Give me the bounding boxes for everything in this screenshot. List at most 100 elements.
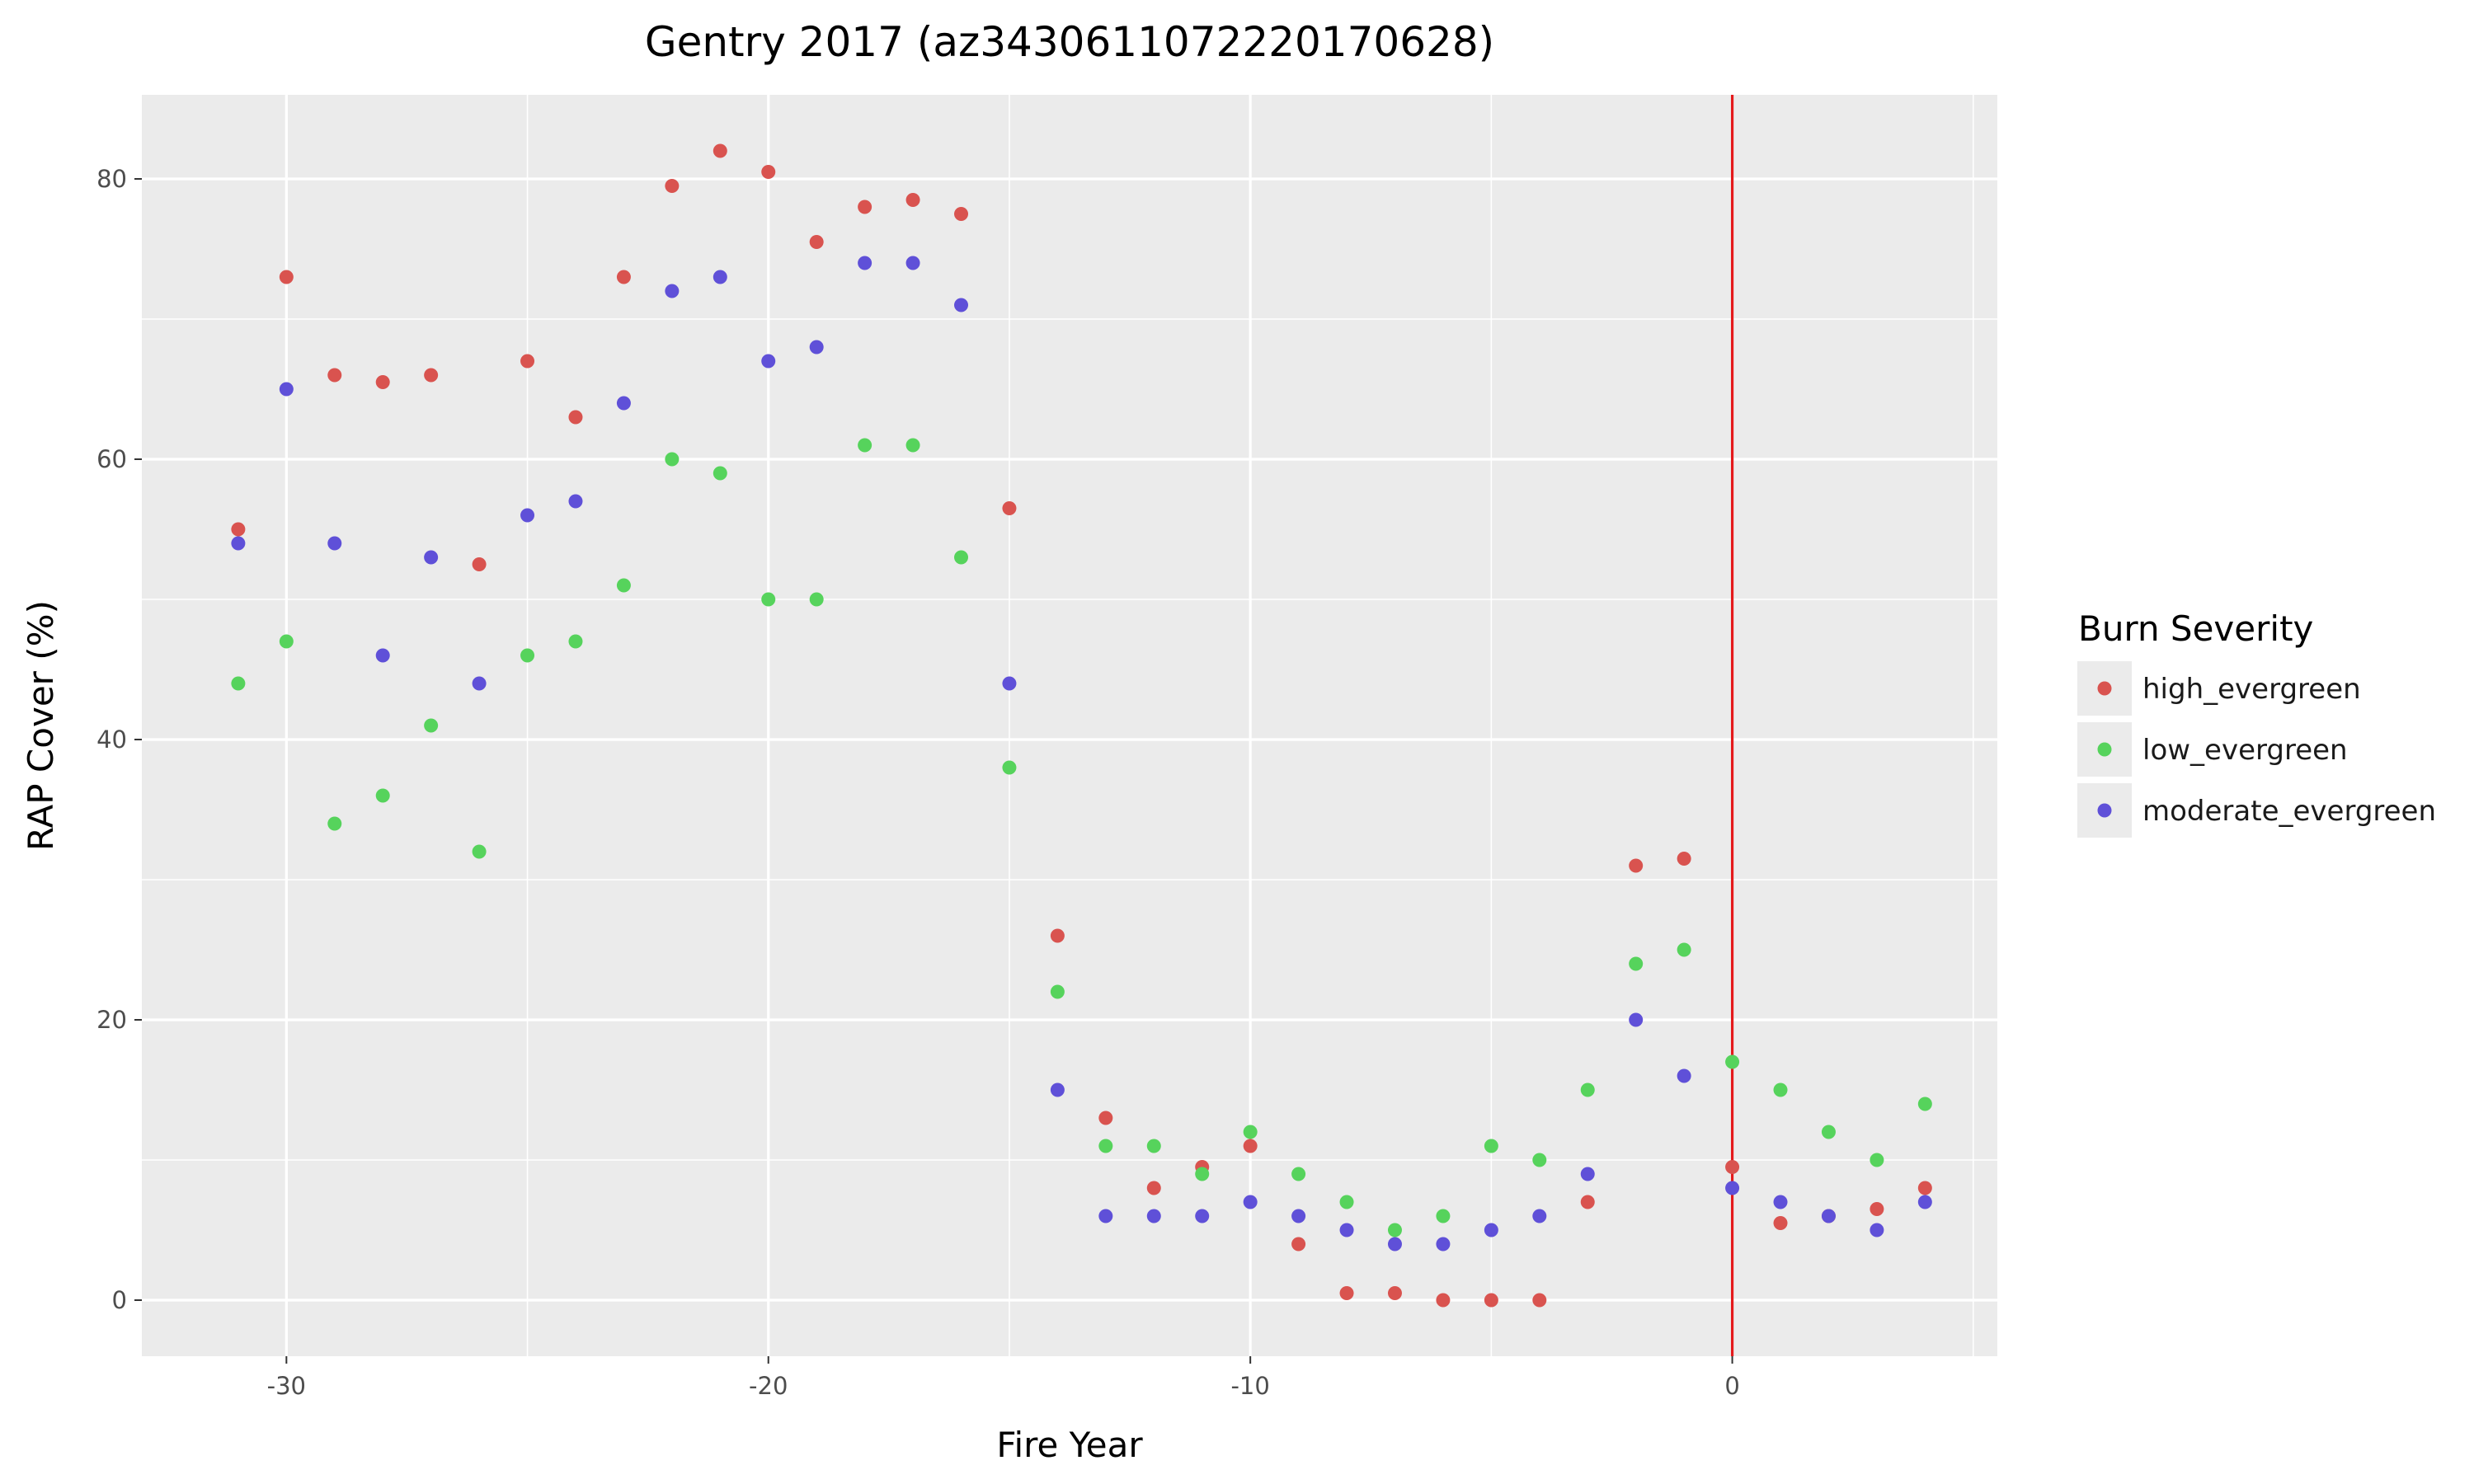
data-point-high_evergreen bbox=[905, 193, 920, 207]
data-point-high_evergreen bbox=[520, 354, 535, 369]
legend: Burn Severity high_evergreen low_evergree… bbox=[2077, 608, 2436, 838]
data-point-low_evergreen bbox=[472, 844, 487, 859]
data-point-high_evergreen bbox=[1773, 1216, 1788, 1230]
data-point-moderate_evergreen bbox=[809, 340, 824, 355]
data-point-moderate_evergreen bbox=[1917, 1195, 1932, 1209]
data-point-low_evergreen bbox=[1387, 1223, 1402, 1237]
data-point-moderate_evergreen bbox=[616, 396, 631, 411]
data-point-high_evergreen bbox=[954, 207, 969, 221]
data-point-moderate_evergreen bbox=[1532, 1209, 1547, 1223]
data-point-moderate_evergreen bbox=[1098, 1209, 1113, 1223]
data-point-moderate_evergreen bbox=[520, 508, 535, 523]
data-point-high_evergreen bbox=[1677, 852, 1691, 866]
x-tick-label: 0 bbox=[1724, 1372, 1739, 1400]
data-point-moderate_evergreen bbox=[231, 536, 246, 551]
data-point-low_evergreen bbox=[1291, 1167, 1306, 1181]
legend-title: Burn Severity bbox=[2078, 608, 2313, 649]
data-point-low_evergreen bbox=[1436, 1209, 1451, 1223]
data-point-high_evergreen bbox=[858, 200, 872, 214]
data-point-high_evergreen bbox=[1870, 1202, 1884, 1216]
data-point-moderate_evergreen bbox=[1870, 1223, 1884, 1237]
data-point-low_evergreen bbox=[520, 648, 535, 663]
y-tick-label: 0 bbox=[112, 1286, 127, 1314]
data-point-low_evergreen bbox=[375, 788, 390, 803]
y-tick-label: 20 bbox=[96, 1006, 127, 1034]
data-point-low_evergreen bbox=[1821, 1125, 1836, 1139]
data-point-high_evergreen bbox=[1291, 1237, 1306, 1252]
data-point-high_evergreen bbox=[1725, 1160, 1740, 1174]
data-point-low_evergreen bbox=[1580, 1082, 1595, 1097]
data-point-moderate_evergreen bbox=[761, 354, 776, 369]
x-axis-title: Fire Year bbox=[996, 1425, 1143, 1465]
data-point-moderate_evergreen bbox=[1773, 1195, 1788, 1209]
legend-label: high_evergreen bbox=[2142, 673, 2361, 706]
data-point-low_evergreen bbox=[1677, 942, 1691, 957]
data-point-moderate_evergreen bbox=[1339, 1223, 1354, 1237]
data-point-low_evergreen bbox=[858, 438, 872, 453]
data-point-high_evergreen bbox=[1002, 501, 1017, 515]
data-point-high_evergreen bbox=[327, 368, 342, 383]
data-point-high_evergreen bbox=[279, 270, 294, 284]
data-point-moderate_evergreen bbox=[1436, 1237, 1451, 1252]
data-point-low_evergreen bbox=[1098, 1139, 1113, 1153]
data-point-high_evergreen bbox=[231, 522, 246, 537]
data-point-moderate_evergreen bbox=[954, 298, 969, 312]
data-point-moderate_evergreen bbox=[472, 676, 487, 691]
y-axis-ticks: 0 20 40 60 80 bbox=[96, 165, 142, 1314]
data-point-moderate_evergreen bbox=[1243, 1195, 1258, 1209]
legend-marker bbox=[2097, 742, 2112, 757]
y-tick-label: 60 bbox=[96, 445, 127, 473]
data-point-moderate_evergreen bbox=[858, 256, 872, 270]
data-point-moderate_evergreen bbox=[424, 550, 439, 565]
x-tick-label: -10 bbox=[1230, 1372, 1269, 1400]
data-point-moderate_evergreen bbox=[1387, 1237, 1402, 1252]
data-point-low_evergreen bbox=[1917, 1097, 1932, 1111]
data-point-high_evergreen bbox=[1917, 1181, 1932, 1195]
legend-items: high_evergreen low_evergreen moderate_ever… bbox=[2077, 661, 2436, 838]
data-point-low_evergreen bbox=[954, 550, 969, 565]
x-tick-label: -30 bbox=[267, 1372, 306, 1400]
data-point-high_evergreen bbox=[1387, 1286, 1402, 1300]
data-points bbox=[231, 143, 1932, 1308]
data-point-low_evergreen bbox=[1339, 1195, 1354, 1209]
data-point-low_evergreen bbox=[1870, 1153, 1884, 1167]
data-point-high_evergreen bbox=[1243, 1139, 1258, 1153]
data-point-moderate_evergreen bbox=[1580, 1167, 1595, 1181]
data-point-low_evergreen bbox=[1195, 1167, 1210, 1181]
data-point-low_evergreen bbox=[616, 578, 631, 593]
data-point-low_evergreen bbox=[1002, 760, 1017, 775]
data-point-moderate_evergreen bbox=[568, 494, 583, 509]
data-point-high_evergreen bbox=[1532, 1293, 1547, 1308]
y-tick-label: 40 bbox=[96, 726, 127, 754]
data-point-low_evergreen bbox=[1725, 1054, 1740, 1069]
data-point-low_evergreen bbox=[1484, 1139, 1498, 1153]
data-point-moderate_evergreen bbox=[1629, 1012, 1644, 1027]
data-point-moderate_evergreen bbox=[1050, 1082, 1065, 1097]
data-point-high_evergreen bbox=[1629, 858, 1644, 873]
data-point-moderate_evergreen bbox=[1291, 1209, 1306, 1223]
legend-label: moderate_evergreen bbox=[2142, 795, 2436, 828]
data-point-low_evergreen bbox=[809, 592, 824, 607]
data-point-high_evergreen bbox=[665, 179, 680, 193]
legend-marker bbox=[2097, 681, 2112, 696]
data-point-low_evergreen bbox=[761, 592, 776, 607]
data-point-moderate_evergreen bbox=[1677, 1068, 1691, 1083]
data-point-high_evergreen bbox=[472, 557, 487, 571]
data-point-high_evergreen bbox=[616, 270, 631, 284]
y-tick-label: 80 bbox=[96, 165, 127, 193]
data-point-low_evergreen bbox=[905, 438, 920, 453]
data-point-moderate_evergreen bbox=[375, 648, 390, 663]
data-point-low_evergreen bbox=[231, 676, 246, 691]
data-point-low_evergreen bbox=[665, 452, 680, 467]
data-point-high_evergreen bbox=[568, 410, 583, 425]
data-point-low_evergreen bbox=[327, 816, 342, 831]
data-point-high_evergreen bbox=[375, 375, 390, 389]
data-point-moderate_evergreen bbox=[1146, 1209, 1161, 1223]
legend-marker bbox=[2097, 803, 2112, 818]
plot-panel bbox=[142, 95, 1997, 1356]
data-point-moderate_evergreen bbox=[1195, 1209, 1210, 1223]
data-point-moderate_evergreen bbox=[1002, 676, 1017, 691]
data-point-moderate_evergreen bbox=[665, 284, 680, 298]
data-point-moderate_evergreen bbox=[1821, 1209, 1836, 1223]
